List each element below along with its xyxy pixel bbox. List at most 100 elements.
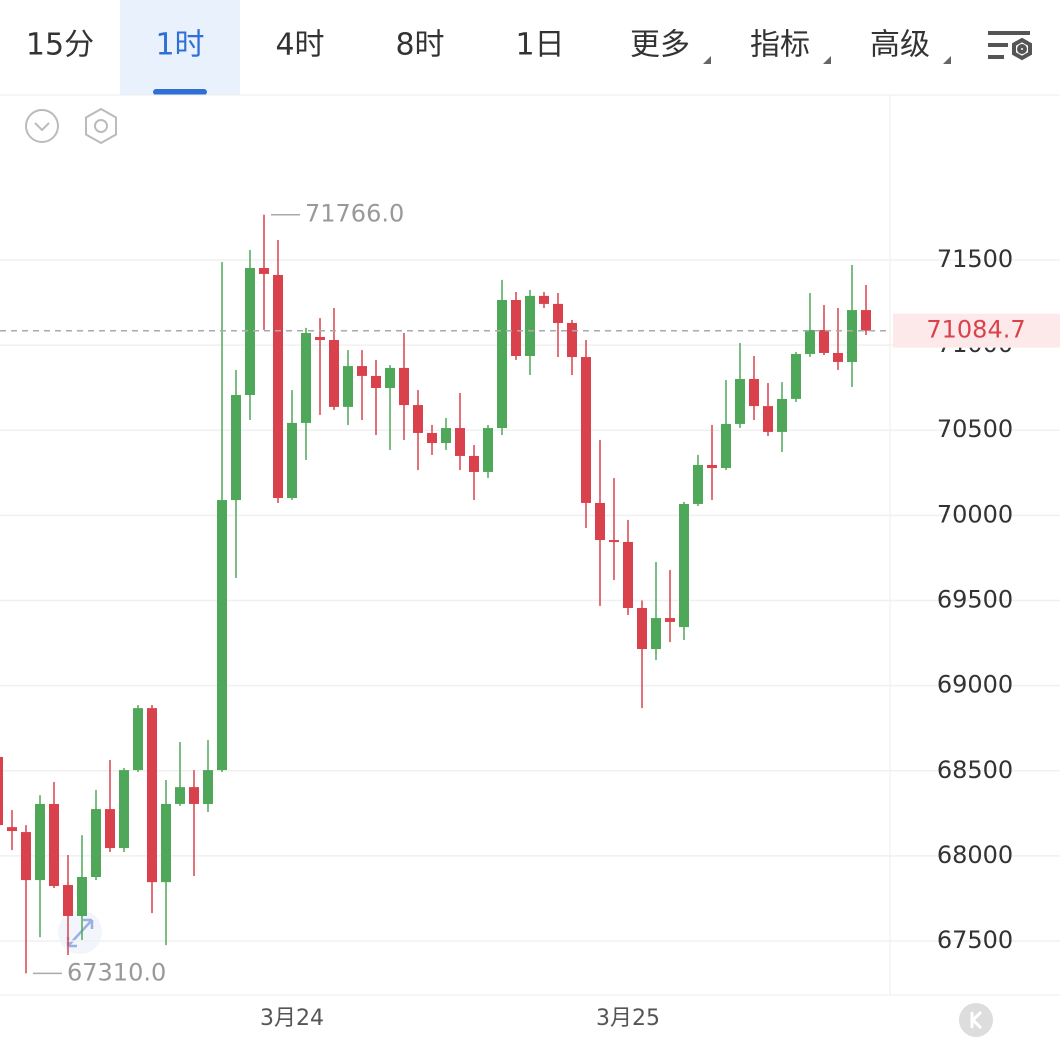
candle (791, 351, 801, 402)
candle-body (749, 378, 759, 407)
candle-body (245, 267, 255, 395)
candle-body (231, 395, 241, 501)
candle-body (777, 398, 787, 432)
tab[interactable]: 指标 (750, 28, 831, 65)
candle-body (483, 428, 493, 472)
x-tick-label: 3月24 (260, 1006, 324, 1031)
candle-body (693, 464, 703, 504)
dropdown-caret (823, 56, 831, 64)
back-button[interactable] (959, 1003, 993, 1037)
candle (623, 519, 633, 615)
y-tick-label: 67500 (937, 926, 1013, 954)
candle (805, 293, 815, 358)
candle-body (217, 500, 227, 771)
candle-body (609, 540, 619, 543)
candle (763, 383, 773, 437)
tab[interactable]: 4时 (275, 28, 324, 63)
candle (147, 705, 157, 914)
y-tick-label: 69500 (937, 586, 1013, 614)
candle (329, 307, 339, 410)
candle (749, 356, 759, 421)
candle (343, 350, 353, 425)
tab[interactable]: 15分 (26, 28, 94, 63)
candle-body (623, 541, 633, 608)
y-tick-label: 71500 (937, 245, 1013, 273)
tab-label: 4时 (275, 28, 324, 63)
candle (427, 424, 437, 455)
candle (511, 291, 521, 360)
candle (777, 382, 787, 453)
candle (595, 439, 605, 606)
candle-body (721, 423, 731, 469)
candle-body (287, 422, 297, 499)
candle-body (763, 406, 773, 432)
candle-body (315, 336, 325, 341)
min-label: 67310.0 (67, 958, 166, 986)
candle-body (385, 367, 395, 389)
candle-body (791, 353, 801, 399)
candle (133, 705, 143, 772)
candle (119, 768, 129, 852)
candle-body (567, 322, 577, 358)
expand-icon[interactable] (58, 910, 102, 954)
y-tick-label: 70000 (937, 500, 1013, 528)
tab-label: 更多 (630, 28, 690, 63)
candle (707, 424, 717, 501)
settings-icon[interactable] (988, 31, 1032, 61)
candle (315, 318, 325, 415)
candle-body (175, 787, 185, 804)
candle-body (497, 299, 507, 429)
candle (567, 319, 577, 376)
candle (357, 350, 367, 421)
collapse-icon[interactable] (25, 109, 59, 143)
dropdown-caret (703, 56, 711, 64)
candle-body (861, 310, 871, 331)
tab-indicator (153, 89, 207, 95)
tab-label: 高级 (870, 28, 930, 63)
y-tick-label: 68500 (937, 756, 1013, 784)
candle (35, 795, 45, 938)
hex-settings-icon[interactable] (85, 107, 117, 145)
candle (63, 855, 73, 955)
candle-body (21, 832, 31, 881)
candle-body (707, 464, 717, 469)
candle-body (511, 299, 521, 357)
candle-body (469, 455, 479, 472)
candle-body (343, 366, 353, 407)
tab-label: 指标 (750, 28, 810, 63)
tab[interactable]: 1日 (515, 28, 564, 63)
candle-body (49, 803, 59, 887)
candle-body (35, 803, 45, 881)
tab-label: 1时 (155, 28, 204, 63)
candle (161, 779, 171, 946)
candle (385, 365, 395, 450)
candle-body (91, 809, 101, 878)
candle-body (203, 770, 213, 804)
candle (399, 333, 409, 440)
candle (483, 424, 493, 479)
y-tick-label: 70500 (937, 415, 1013, 443)
tab[interactable]: 高级 (870, 28, 951, 65)
x-tick-label: 3月25 (596, 1006, 660, 1031)
candle-body (301, 333, 311, 423)
candle-body (161, 803, 171, 883)
candle-body (399, 367, 409, 406)
candle (539, 291, 549, 308)
tab[interactable]: 1时 (120, 0, 240, 95)
tab[interactable]: 8时 (395, 28, 444, 63)
candle (273, 240, 283, 503)
candle (231, 369, 241, 579)
candle (217, 262, 227, 772)
candle-body (133, 708, 143, 771)
candle (245, 249, 255, 421)
y-tick-label: 68000 (937, 841, 1013, 869)
tab[interactable]: 更多 (630, 28, 711, 65)
candle-body (847, 310, 857, 362)
candle-body (371, 375, 381, 389)
candle-body (665, 618, 675, 622)
candle (455, 392, 465, 471)
candle-body (651, 618, 661, 650)
dropdown-caret (943, 56, 951, 64)
candle (469, 445, 479, 501)
